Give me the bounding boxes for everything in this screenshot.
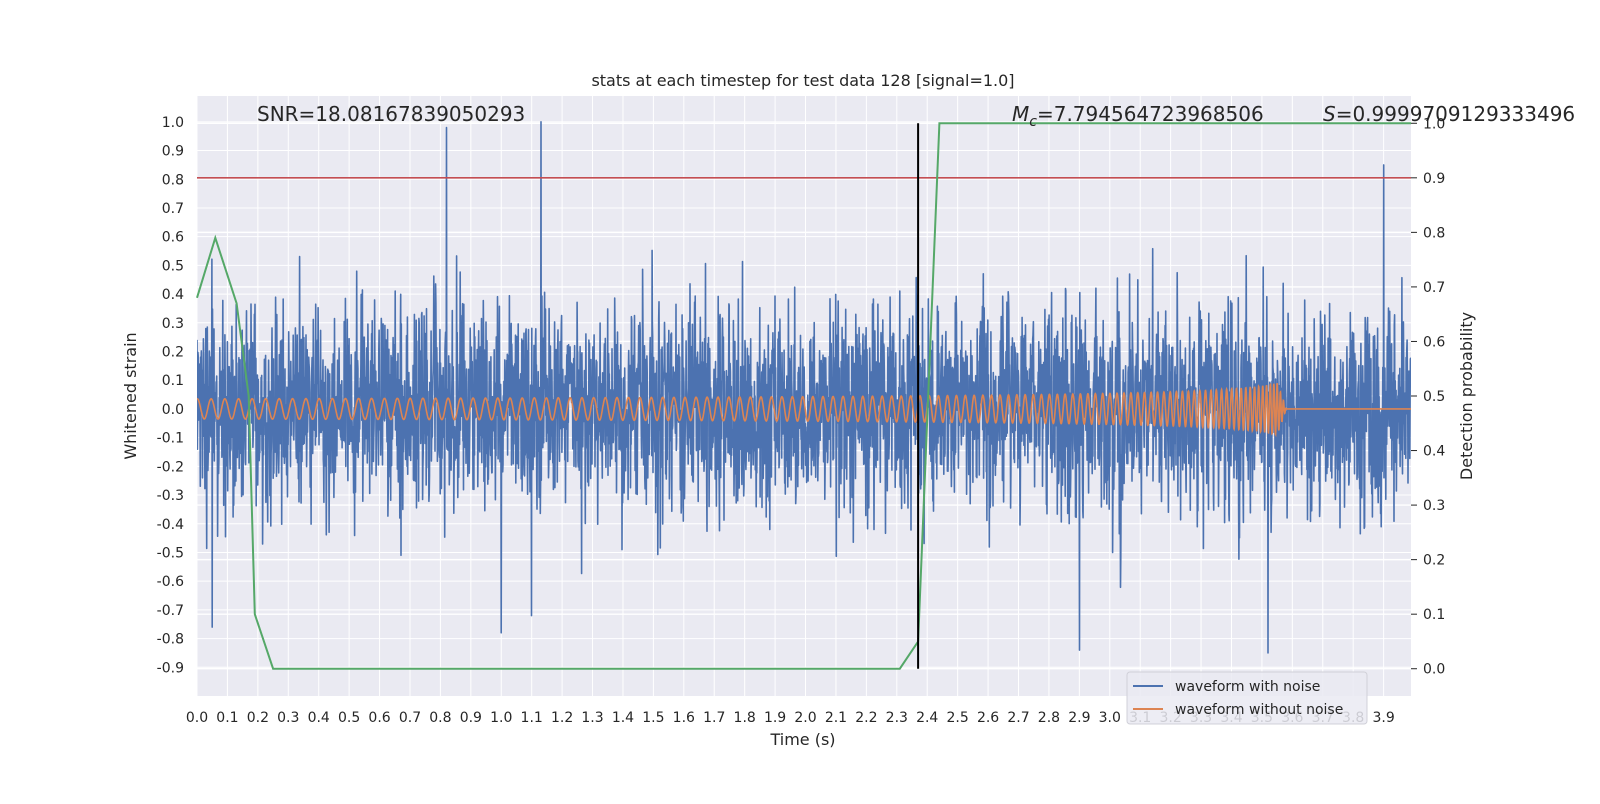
- y2-tick-label: 0.5: [1423, 389, 1445, 405]
- x-tick-label: 1.0: [490, 710, 512, 726]
- x-tick-label: 2.3: [886, 710, 908, 726]
- chirp-mass-value: =7.794564723968506: [1037, 102, 1264, 126]
- x-tick-label: 0.5: [338, 710, 360, 726]
- y-tick-label: -0.6: [157, 574, 184, 590]
- x-tick-label: 1.4: [612, 710, 634, 726]
- y-tick-label: -0.5: [157, 545, 184, 561]
- score-symbol: S: [1323, 102, 1336, 126]
- y2-tick-label: 0.6: [1423, 334, 1445, 350]
- y-tick-label: 1.0: [162, 115, 184, 131]
- y-tick-label: -0.1: [157, 431, 184, 447]
- x-tick-label: 1.3: [581, 710, 603, 726]
- y2-tick-label: 1.0: [1423, 116, 1445, 132]
- x-tick-label: 0.3: [277, 710, 299, 726]
- series-detection-probability: [196, 122, 1411, 670]
- x-tick-label: 0.7: [399, 710, 421, 726]
- y-axis-label: Whitened strain: [121, 332, 140, 459]
- y2-tick-label: 0.8: [1423, 225, 1445, 241]
- y-tick-label: -0.9: [157, 660, 184, 676]
- x-tick-label: 1.9: [764, 710, 786, 726]
- x-tick-label: 1.1: [521, 710, 543, 726]
- x-tick-label: 2.4: [916, 710, 938, 726]
- y-tick-label: -0.3: [157, 488, 184, 504]
- y2-tick-label: 0.2: [1423, 553, 1445, 569]
- y-tick-label: -0.8: [157, 632, 184, 648]
- legend-label-noise: waveform with noise: [1175, 679, 1320, 695]
- detection-probability-line: [196, 122, 1411, 670]
- x-tick-label: 0.0: [186, 710, 208, 726]
- y2-tick-labels: 1.0 0.9 0.8 0.7 0.6 0.5 0.4 0.3 0.2 0.1 0.0: [1411, 116, 1445, 678]
- x-tick-label: 2.6: [977, 710, 999, 726]
- x-tick-label: 2.8: [1038, 710, 1060, 726]
- x-tick-label: 1.6: [673, 710, 695, 726]
- y-tick-label: -0.7: [157, 603, 184, 619]
- x-tick-label: 2.2: [855, 710, 877, 726]
- y-tick-label: 0.4: [162, 287, 184, 303]
- chirp-mass-subscript: c: [1029, 114, 1037, 130]
- score-annotation: S=0.9999709129333496: [1323, 102, 1575, 126]
- x-tick-label: 0.8: [429, 710, 451, 726]
- y-tick-label: 0.7: [162, 201, 184, 217]
- chirp-mass-symbol: M: [1012, 102, 1029, 126]
- x-tick-label: 0.4: [308, 710, 330, 726]
- y2-tick-label: 0.3: [1423, 498, 1445, 514]
- y-tick-label: -0.4: [157, 517, 184, 533]
- legend-label-clean: waveform without noise: [1175, 702, 1343, 718]
- legend: waveform with noise waveform without noi…: [1126, 671, 1368, 725]
- x-tick-label: 0.2: [247, 710, 269, 726]
- x-tick-label: 1.2: [551, 710, 573, 726]
- x-tick-label: 2.0: [794, 710, 816, 726]
- y2-tick-label: 0.0: [1423, 662, 1445, 678]
- x-tick-label: 1.5: [642, 710, 664, 726]
- chart-title: stats at each timestep for test data 128…: [591, 71, 1014, 90]
- score-value: =0.9999709129333496: [1336, 102, 1575, 126]
- y2-axis-label: Detection probability: [1457, 312, 1476, 480]
- y-tick-label: 0.2: [162, 345, 184, 361]
- snr-annotation: SNR=18.08167839050293: [257, 102, 525, 126]
- y2-tick-label: 0.9: [1423, 171, 1445, 187]
- x-tick-label: 1.8: [734, 710, 756, 726]
- x-tick-label: 2.9: [1068, 710, 1090, 726]
- y-tick-label: 0.9: [162, 144, 184, 160]
- waveform-without-noise-line: [197, 382, 1411, 438]
- y-tick-label: 0.1: [162, 373, 184, 389]
- y-tick-label: 0.8: [162, 172, 184, 188]
- y-tick-label: 0.6: [162, 230, 184, 246]
- y2-tick-label: 0.7: [1423, 280, 1445, 296]
- y2-tick-label: 0.4: [1423, 444, 1445, 460]
- x-axis-label: Time (s): [769, 730, 835, 749]
- x-tick-label: 3.9: [1372, 710, 1394, 726]
- chirp-mass-annotation: Mc=7.794564723968506: [1012, 102, 1264, 130]
- y-tick-label: -0.2: [157, 459, 184, 475]
- x-tick-label: 0.9: [460, 710, 482, 726]
- x-tick-label: 2.7: [1007, 710, 1029, 726]
- x-tick-label: 2.5: [947, 710, 969, 726]
- legend-box: [1126, 671, 1368, 725]
- y-tick-labels: 1.0 0.9 0.8 0.7 0.6 0.5 0.4 0.3 0.2 0.1 0.0 -0.1 -0.…: [157, 115, 184, 676]
- x-tick-label: 1.7: [703, 710, 725, 726]
- x-tick-label: 0.1: [216, 710, 238, 726]
- x-tick-label: 2.1: [825, 710, 847, 726]
- y-tick-label: 0.5: [162, 258, 184, 274]
- series-waveform-without-noise: [197, 382, 1411, 438]
- y2-tick-label: 0.1: [1423, 607, 1445, 623]
- y-tick-label: 0.0: [162, 402, 184, 418]
- x-tick-label: 3.0: [1099, 710, 1121, 726]
- x-tick-label: 0.6: [368, 710, 390, 726]
- y-tick-label: 0.3: [162, 316, 184, 332]
